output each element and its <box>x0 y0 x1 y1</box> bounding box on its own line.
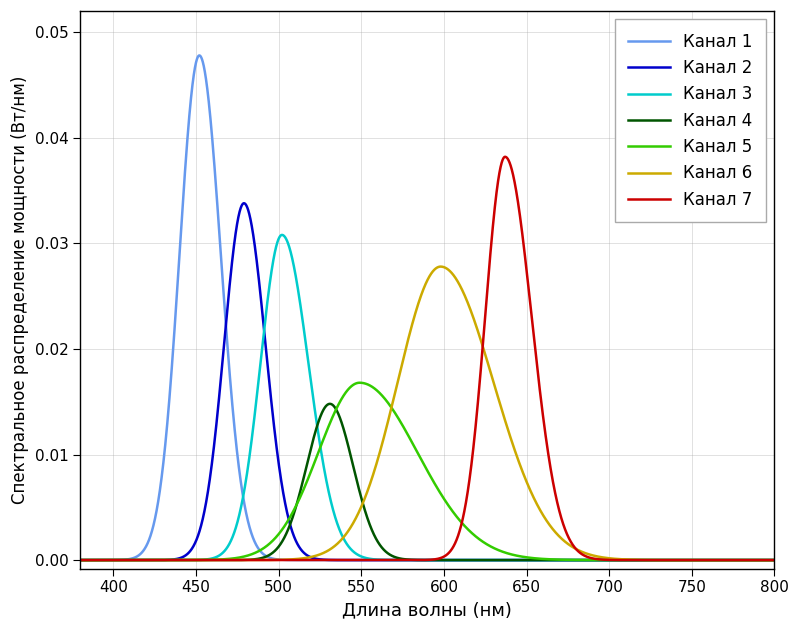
Канал 6 <box>78 556 88 564</box>
Канал 3 <box>770 556 779 564</box>
Канал 7 <box>75 556 85 564</box>
Канал 2 <box>104 556 114 564</box>
Канал 1 <box>212 189 222 197</box>
Канал 2 <box>415 556 425 564</box>
Канал 3 <box>75 556 85 564</box>
Канал 7 <box>212 556 222 564</box>
Line: Канал 2: Канал 2 <box>80 203 774 560</box>
Канал 6 <box>75 556 85 564</box>
Канал 6 <box>770 556 779 564</box>
Канал 6 <box>117 556 126 564</box>
Канал 4 <box>770 556 779 564</box>
Канал 1 <box>415 556 425 564</box>
Канал 5 <box>733 556 742 564</box>
X-axis label: Длина волны (нм): Длина волны (нм) <box>342 601 512 619</box>
Канал 7 <box>104 556 114 564</box>
Канал 3 <box>104 556 114 564</box>
Line: Канал 7: Канал 7 <box>80 157 774 560</box>
Канал 1 <box>117 556 126 564</box>
Канал 5 <box>117 556 126 564</box>
Канал 4 <box>325 400 334 408</box>
Канал 2 <box>239 200 249 207</box>
Канал 5 <box>212 556 222 563</box>
Канал 1 <box>75 556 85 564</box>
Канал 2 <box>770 556 779 564</box>
Канал 1 <box>104 556 114 564</box>
Line: Канал 6: Канал 6 <box>80 266 774 560</box>
Канал 6 <box>104 556 114 564</box>
Канал 6 <box>415 295 425 303</box>
Канал 4 <box>415 556 425 564</box>
Канал 4 <box>75 556 85 564</box>
Канал 5 <box>104 556 114 564</box>
Y-axis label: Спектральное распределение мощности (Вт/нм): Спектральное распределение мощности (Вт/… <box>11 76 29 504</box>
Line: Канал 3: Канал 3 <box>80 235 774 560</box>
Legend: Канал 1, Канал 2, Канал 3, Канал 4, Канал 5, Канал 6, Канал 7: Канал 1, Канал 2, Канал 3, Канал 4, Кана… <box>615 20 766 222</box>
Канал 3 <box>212 553 222 561</box>
Канал 7 <box>78 556 88 564</box>
Канал 1 <box>733 556 742 564</box>
Канал 4 <box>104 556 114 564</box>
Канал 6 <box>436 263 446 270</box>
Line: Канал 4: Канал 4 <box>80 404 774 560</box>
Канал 1 <box>78 556 88 564</box>
Канал 7 <box>415 556 425 564</box>
Канал 5 <box>78 556 88 564</box>
Канал 5 <box>75 556 85 564</box>
Канал 7 <box>117 556 126 564</box>
Канал 1 <box>770 556 779 564</box>
Канал 5 <box>355 379 365 386</box>
Канал 6 <box>733 556 742 564</box>
Канал 4 <box>117 556 126 564</box>
Канал 3 <box>278 231 287 239</box>
Канал 7 <box>770 556 779 564</box>
Канал 2 <box>75 556 85 564</box>
Канал 2 <box>212 420 222 428</box>
Канал 2 <box>78 556 88 564</box>
Канал 1 <box>194 52 204 59</box>
Канал 7 <box>500 153 510 161</box>
Канал 7 <box>733 556 742 564</box>
Канал 4 <box>733 556 742 564</box>
Канал 3 <box>117 556 126 564</box>
Канал 6 <box>212 556 222 564</box>
Канал 5 <box>770 556 779 564</box>
Канал 3 <box>415 556 425 564</box>
Канал 2 <box>733 556 742 564</box>
Канал 4 <box>212 556 222 564</box>
Канал 2 <box>117 556 126 564</box>
Line: Канал 5: Канал 5 <box>80 382 774 560</box>
Line: Канал 1: Канал 1 <box>80 55 774 560</box>
Канал 4 <box>78 556 88 564</box>
Канал 3 <box>733 556 742 564</box>
Канал 3 <box>78 556 88 564</box>
Канал 5 <box>415 453 425 461</box>
